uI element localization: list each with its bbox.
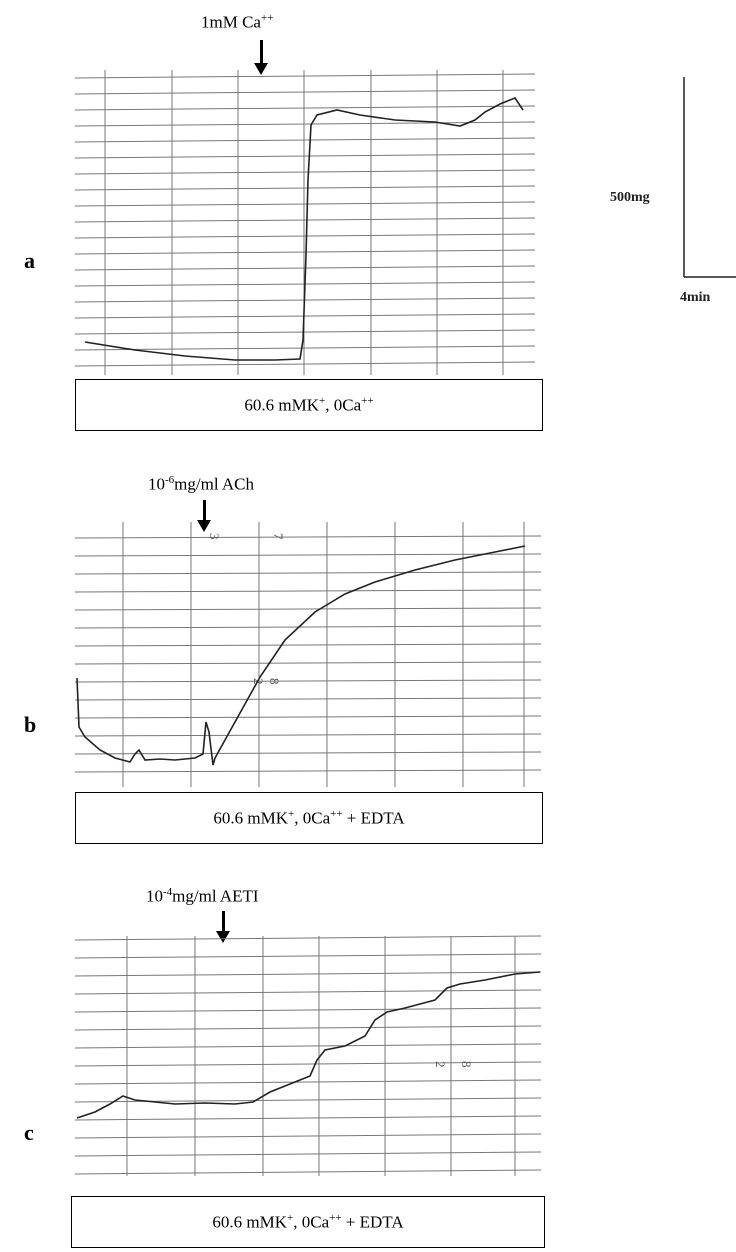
chart-paper-c: 2 8 — [74, 935, 542, 1176]
condition-box-a: 60.6 mMK+, 0Ca++ — [75, 379, 543, 431]
chart-number-c-1: 2 — [433, 1061, 448, 1068]
condition-box-b: 60.6 mMK+, 0Ca++ + EDTA — [75, 792, 543, 844]
condition-text-b: 60.6 mMK+, 0Ca++ + EDTA — [213, 807, 405, 828]
stimulus-label-b: 10-6mg/ml ACh — [148, 474, 254, 494]
stimulus-label-a: 1mM Ca++ — [201, 12, 274, 32]
grid-horizontal-c — [74, 935, 542, 1175]
condition-box-c: 60.6 mMK+, 0Ca++ + EDTA — [71, 1196, 545, 1248]
chart-paper-b: 3 7 2 8 — [74, 522, 542, 787]
chart-number-c-2: 8 — [459, 1061, 474, 1068]
grid-horizontal-a — [74, 73, 536, 367]
chart-number-b-1: 3 — [207, 533, 222, 540]
grid-vertical-c — [126, 936, 516, 1176]
scale-horizontal-label: 4min — [680, 290, 711, 305]
tension-trace-a — [84, 97, 524, 361]
stimulus-label-c: 10-4mg/ml AETI — [146, 886, 259, 906]
chart-paper-a — [74, 70, 536, 375]
panel-letter-c: c — [24, 1120, 34, 1145]
chart-number-b-4: 8 — [267, 678, 282, 685]
tension-trace-c — [76, 971, 541, 1119]
grid-vertical-a — [104, 70, 504, 375]
grid-horizontal-b — [74, 535, 542, 773]
grid-vertical-b — [122, 522, 525, 787]
chart-number-b-2: 7 — [271, 533, 286, 540]
panel-letter-b: b — [24, 712, 37, 737]
stimulus-arrow-a — [254, 40, 268, 75]
condition-text-c: 60.6 mMK+, 0Ca++ + EDTA — [212, 1211, 404, 1232]
scale-bar — [683, 77, 736, 278]
tension-trace-b — [76, 545, 526, 766]
stimulus-arrow-b — [197, 500, 211, 532]
stimulus-arrow-c — [216, 911, 230, 943]
panel-letter-a: a — [24, 248, 35, 273]
condition-text-a: 60.6 mMK+, 0Ca++ — [244, 394, 374, 415]
scale-vertical-label: 500mg — [610, 190, 650, 205]
